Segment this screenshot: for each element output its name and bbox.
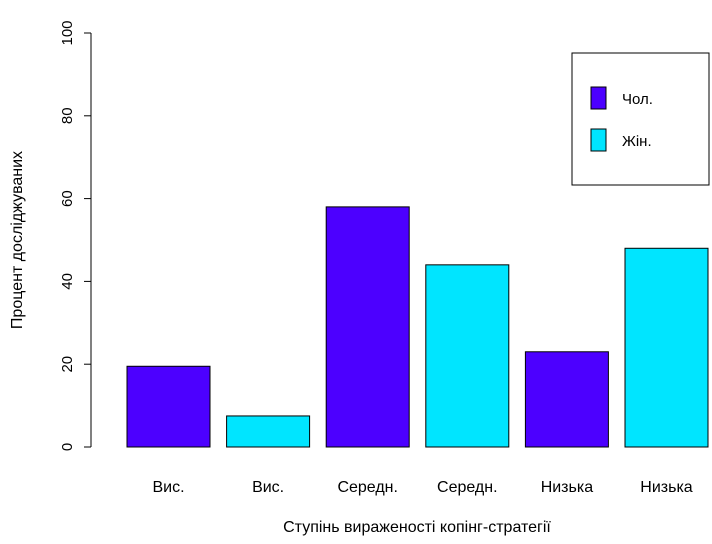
x-axis-title: Ступінь вираженості копінг-стратегії [283,519,551,536]
legend-label-female: Жін. [622,133,652,150]
bar-1 [126,365,211,448]
legend-swatch-female [590,128,607,152]
y-tick-label: 80 [59,107,76,124]
y-axis: 0 20 40 60 80 100 [59,20,92,451]
y-tick-label: 40 [59,273,76,290]
category-label: Низька [640,479,693,496]
category-labels: Вис. Вис. Середн. Середн. Низька Низька [152,479,692,496]
legend-label-male: Чол. [622,91,653,108]
legend-box [571,52,710,186]
category-label: Низька [541,479,594,496]
y-tick-label: 20 [59,356,76,373]
bar-6 [624,247,709,448]
bar-2 [226,415,311,448]
y-tick-label: 60 [59,190,76,207]
bar-3 [325,206,410,448]
y-ticks: 0 20 40 60 80 100 [59,20,91,451]
bars [126,206,709,448]
bar-5 [524,351,609,448]
y-tick-label: 0 [59,443,76,451]
legend-swatch-male [590,86,607,110]
category-label: Середн. [437,479,498,496]
y-axis-title: Процент досліджуваних [9,151,26,329]
category-label: Вис. [252,479,284,496]
category-label: Вис. [152,479,184,496]
y-tick-label: 100 [59,20,76,45]
bar-4 [425,264,510,448]
legend: Чол. Жін. [571,52,710,186]
category-label: Середн. [337,479,398,496]
